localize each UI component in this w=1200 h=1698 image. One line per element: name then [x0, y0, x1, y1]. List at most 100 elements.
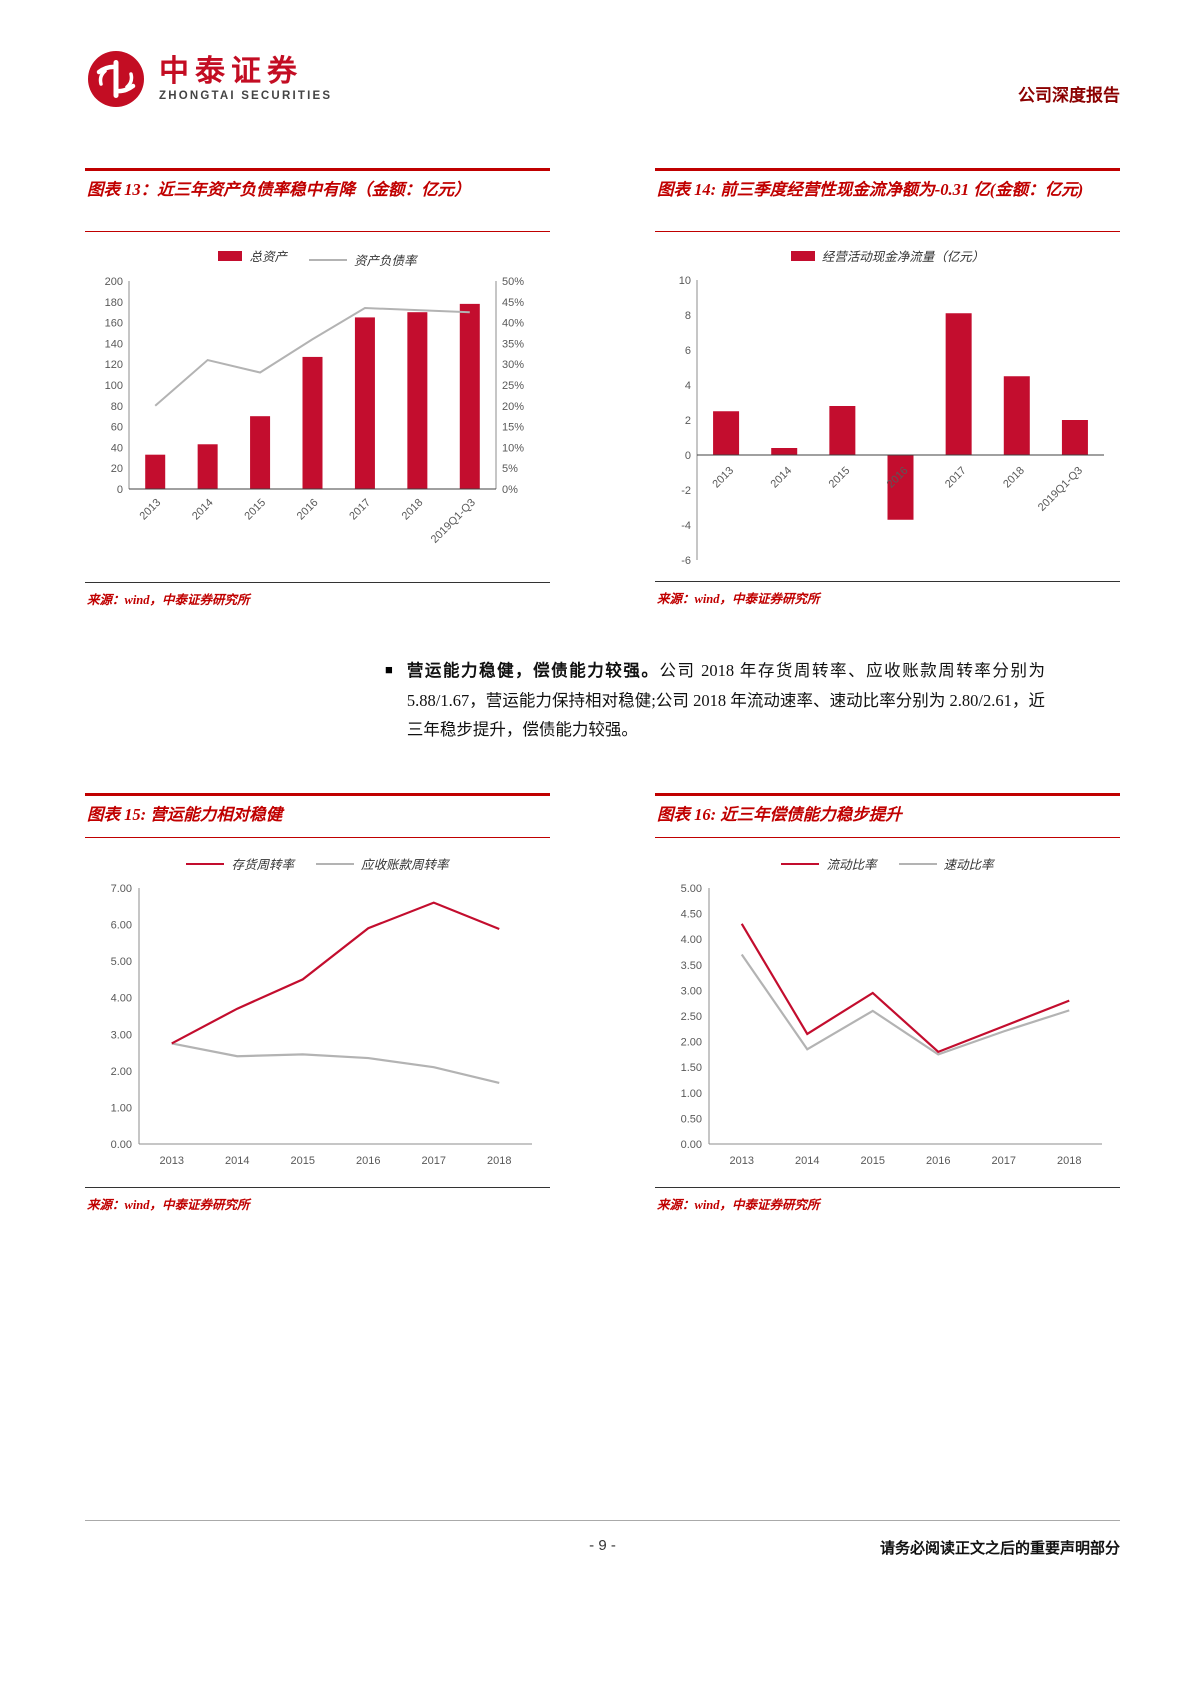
svg-text:2018: 2018	[487, 1155, 511, 1167]
svg-text:3.50: 3.50	[681, 960, 702, 972]
svg-text:0.00: 0.00	[681, 1139, 702, 1151]
svg-text:2017: 2017	[347, 497, 373, 523]
svg-text:8: 8	[685, 310, 691, 322]
logo-subtitle: ZHONGTAI SECURITIES	[159, 89, 333, 102]
figure-13-title: 图表 13：近三年资产负债率稳中有降（金额：亿元）	[85, 168, 550, 232]
logo-text: 中泰证券 ZHONGTAI SECURITIES	[159, 56, 332, 102]
svg-text:2013: 2013	[138, 497, 164, 523]
svg-text:120: 120	[105, 359, 123, 371]
bullet-square-icon: ■	[385, 662, 393, 677]
svg-text:40%: 40%	[502, 318, 524, 330]
svg-text:0.00: 0.00	[111, 1139, 132, 1151]
figure-13-legend: 总资产 资产负债率	[85, 240, 550, 273]
svg-text:6.00: 6.00	[111, 919, 132, 931]
svg-text:0: 0	[117, 484, 123, 496]
figure-13-panel: 图表 13：近三年资产负债率稳中有降（金额：亿元） 总资产 资产负债率 0 20 40…	[85, 168, 550, 608]
figure-14-panel: 图表 14: 前三季度经营性现金流净额为-0.31 亿(金额：亿元) 经营活动现…	[655, 168, 1120, 608]
footer-divider	[85, 1520, 1120, 1521]
figure-16-chart: 流动比率 速动比率 0.00 0.50 1.00 1.50 2.00 2.50 3.00 3.5…	[655, 838, 1120, 1183]
footer-row: - 9 - 请务必阅读正文之后的重要声明部分	[85, 1537, 1120, 1557]
svg-text:2.00: 2.00	[681, 1036, 702, 1048]
svg-text:2018: 2018	[1001, 465, 1027, 491]
svg-text:2014: 2014	[795, 1155, 819, 1167]
svg-text:40: 40	[111, 442, 123, 454]
page-footer: - 9 - 请务必阅读正文之后的重要声明部分	[85, 1520, 1120, 1557]
svg-text:60: 60	[111, 422, 123, 434]
svg-text:0%: 0%	[502, 484, 518, 496]
legend-item: 总资产	[218, 246, 287, 265]
svg-text:4: 4	[685, 380, 691, 392]
svg-text:25%: 25%	[502, 380, 524, 392]
svg-text:2015: 2015	[291, 1155, 315, 1167]
zhongtai-logo-icon	[88, 51, 144, 107]
legend-item: 流动比率	[781, 854, 877, 873]
paragraph-lead: 营运能力稳健，偿债能力较强。	[406, 661, 660, 680]
svg-text:5.00: 5.00	[111, 956, 132, 968]
svg-text:1.00: 1.00	[111, 1102, 132, 1114]
logo-title: 中泰证券	[159, 55, 303, 89]
figure-14-legend: 经营活动现金净流量（亿元）	[655, 240, 1120, 272]
figure-15-plot: 0.00 1.00 2.00 3.00 4.00 5.00 6.00 7.00 2013 2014…	[85, 878, 550, 1183]
footer-disclaimer: 请务必阅读正文之后的重要声明部分	[879, 1541, 1120, 1557]
svg-text:-2: -2	[681, 485, 691, 497]
figure-14-chart: 经营活动现金净流量（亿元） -6 -4 -2 0 2 4 6 8 10 2013 2014 2015 2…	[655, 232, 1120, 577]
figure-15-panel: 图表 15: 营运能力相对稳健 存货周转率 应收账款周转率 0.00 1.00 2.0…	[85, 793, 550, 1213]
svg-text:2016: 2016	[926, 1155, 950, 1167]
svg-text:15%: 15%	[502, 422, 524, 434]
page-header: 中泰证券 ZHONGTAI SECURITIES 公司深度报告	[85, 38, 1120, 110]
svg-text:35%: 35%	[502, 338, 524, 350]
figure-16-svg: 0.00 0.50 1.00 1.50 2.00 2.50 3.00 3.50 4.00 4.50…	[681, 883, 1102, 1167]
figure-16-panel: 图表 16: 近三年偿债能力稳步提升 流动比率 速动比率 0.00 0.50 1.00…	[655, 793, 1120, 1213]
paragraph-body: 公司 2018 年存货周转率、应收账款周转率分别为 5.88/1.67，营运能力…	[406, 661, 1046, 740]
figure-13-source: 来源：wind，中泰证券研究所	[85, 582, 550, 608]
svg-text:2014: 2014	[190, 497, 216, 523]
figure-14-source: 来源：wind，中泰证券研究所	[655, 581, 1120, 607]
figure-16-legend: 流动比率 速动比率	[655, 846, 1120, 878]
figure-15-source: 来源：wind，中泰证券研究所	[85, 1186, 550, 1213]
figure-row-1: 图表 13：近三年资产负债率稳中有降（金额：亿元） 总资产 资产负债率 0 20 40…	[85, 168, 1120, 608]
svg-text:2.00: 2.00	[111, 1066, 132, 1078]
svg-text:2017: 2017	[943, 465, 969, 491]
svg-text:2014: 2014	[225, 1155, 249, 1167]
svg-text:45%: 45%	[502, 297, 524, 309]
svg-text:5.00: 5.00	[681, 883, 702, 895]
svg-text:6: 6	[685, 345, 691, 357]
svg-text:5%: 5%	[502, 463, 518, 475]
paragraph-text: 营运能力稳健，偿债能力较强。公司 2018 年存货周转率、应收账款周转率分别为 …	[407, 656, 1045, 745]
figure-15-legend: 存货周转率 应收账款周转率	[85, 846, 550, 878]
svg-text:140: 140	[105, 338, 123, 350]
legend-item: 资产负债率	[309, 250, 417, 269]
figure-14-plot: -6 -4 -2 0 2 4 6 8 10 2013 2014 2015 2016 2017 2018 201…	[655, 272, 1120, 577]
figure-13-chart: 总资产 资产负债率 0 20 40 60 80 100 120 140 160 180 200 0% 5%…	[85, 232, 550, 578]
svg-text:7.00: 7.00	[111, 883, 132, 895]
svg-text:30%: 30%	[502, 359, 524, 371]
svg-text:0.50: 0.50	[681, 1113, 702, 1125]
figure-14-title: 图表 14: 前三季度经营性现金流净额为-0.31 亿(金额：亿元)	[655, 168, 1120, 232]
figure-15-svg: 0.00 1.00 2.00 3.00 4.00 5.00 6.00 7.00 2013 2014…	[111, 883, 532, 1167]
svg-text:80: 80	[111, 401, 123, 413]
svg-text:10%: 10%	[502, 442, 524, 454]
svg-text:160: 160	[105, 318, 123, 330]
legend-item: 速动比率	[898, 854, 994, 873]
svg-text:180: 180	[105, 297, 123, 309]
legend-item: 存货周转率	[186, 854, 294, 873]
svg-text:2015: 2015	[861, 1155, 885, 1167]
svg-text:2.50: 2.50	[681, 1011, 702, 1023]
figure-16-title: 图表 16: 近三年偿债能力稳步提升	[655, 793, 1120, 838]
svg-text:1.00: 1.00	[681, 1088, 702, 1100]
zhongtai-logo: 中泰证券 ZHONGTAI SECURITIES	[85, 48, 332, 110]
legend-item: 经营活动现金净流量（亿元）	[790, 246, 984, 265]
svg-text:50%: 50%	[502, 276, 524, 288]
legend-item: 应收账款周转率	[316, 854, 449, 873]
figure-13-svg: 0 20 40 60 80 100 120 140 160 180 200 0% 5% 10% 15% 20%…	[105, 276, 525, 546]
body-paragraph: ■ 营运能力稳健，偿债能力较强。公司 2018 年存货周转率、应收账款周转率分别…	[385, 656, 1045, 745]
svg-text:0: 0	[685, 450, 691, 462]
svg-text:200: 200	[105, 276, 123, 288]
figure-16-plot: 0.00 0.50 1.00 1.50 2.00 2.50 3.00 3.50 4.00 4.50…	[655, 878, 1120, 1183]
svg-text:2019Q1-Q3: 2019Q1-Q3	[429, 497, 478, 546]
svg-text:2018: 2018	[400, 497, 426, 523]
figure-15-title: 图表 15: 营运能力相对稳健	[85, 793, 550, 838]
svg-text:2013: 2013	[710, 465, 736, 491]
svg-text:1.50: 1.50	[681, 1062, 702, 1074]
